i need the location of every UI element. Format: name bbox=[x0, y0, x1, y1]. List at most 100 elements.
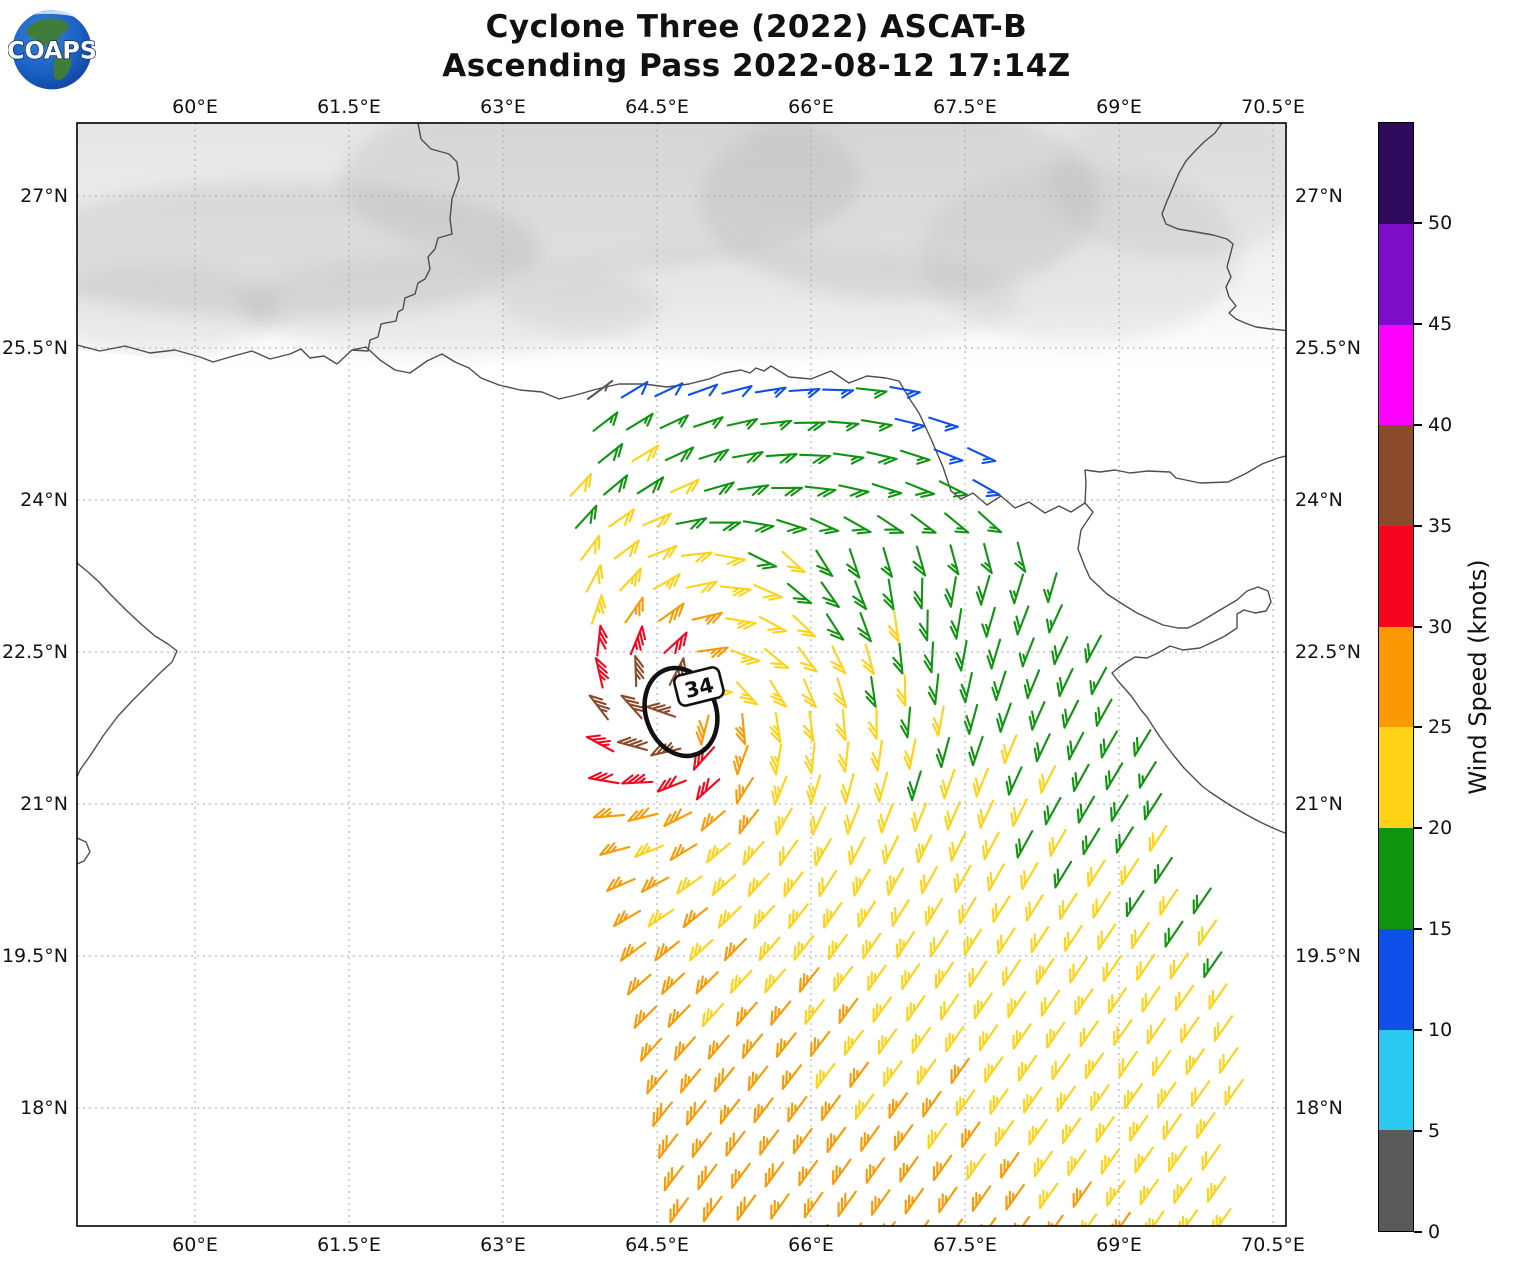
wind-barb bbox=[906, 770, 922, 802]
wind-barb bbox=[624, 596, 644, 624]
wind-barb bbox=[809, 517, 840, 535]
wind-barb bbox=[779, 839, 799, 867]
wind-barb bbox=[904, 1187, 925, 1215]
wind-barb bbox=[949, 608, 963, 640]
wind-barb bbox=[802, 710, 815, 743]
wind-barb bbox=[640, 1037, 663, 1062]
wind-barb bbox=[932, 1154, 953, 1182]
wind-barb bbox=[783, 871, 804, 898]
wind-barb bbox=[685, 1100, 707, 1126]
wind-barb bbox=[918, 609, 929, 642]
wind-barb bbox=[663, 808, 693, 828]
wind-barb bbox=[899, 449, 931, 465]
coastline-iran-pak-border bbox=[351, 123, 460, 352]
colorbar-segment-30-35 bbox=[1379, 525, 1413, 627]
wind-barb bbox=[860, 1125, 880, 1152]
colorbar-tick-label: 0 bbox=[1428, 1221, 1441, 1243]
wind-barb bbox=[717, 905, 742, 929]
wind-barb bbox=[858, 1222, 863, 1226]
wind-barb bbox=[1039, 1182, 1059, 1210]
wind-barb bbox=[776, 518, 808, 534]
wind-barb bbox=[1010, 798, 1028, 828]
wind-barb bbox=[775, 1032, 797, 1058]
wind-barb bbox=[786, 582, 813, 605]
wind-barb bbox=[654, 940, 680, 962]
wind-barb bbox=[1102, 955, 1122, 983]
wind-barb bbox=[801, 678, 817, 709]
wind-barb bbox=[1043, 796, 1062, 826]
wind-barb bbox=[1035, 957, 1055, 985]
lon-tick-label-top: 70.5°E bbox=[1241, 96, 1305, 118]
wind-barb bbox=[1072, 1181, 1092, 1208]
wind-barb bbox=[1094, 698, 1113, 727]
wind-barb bbox=[1028, 1118, 1048, 1146]
wind-barb bbox=[889, 385, 921, 399]
wind-barb bbox=[737, 484, 770, 496]
wind-barb bbox=[599, 842, 631, 856]
wind-barb bbox=[787, 1096, 808, 1123]
wind-barb bbox=[828, 933, 848, 961]
wind-barb bbox=[1162, 1113, 1182, 1141]
wind-barb bbox=[580, 534, 601, 561]
wind-barb bbox=[986, 863, 1005, 892]
wind-barb bbox=[634, 655, 645, 688]
wind-barb bbox=[594, 657, 610, 689]
wind-barb bbox=[1063, 924, 1083, 952]
wind-barb bbox=[738, 808, 760, 835]
wind-barb bbox=[981, 831, 1000, 861]
wind-barb bbox=[753, 1097, 774, 1124]
wind-barb bbox=[613, 909, 642, 928]
wind-barb bbox=[804, 485, 837, 498]
wind-barb bbox=[758, 615, 788, 634]
wind-barb bbox=[1168, 1145, 1188, 1173]
wind-barb bbox=[765, 453, 798, 464]
wind-barb bbox=[991, 895, 1011, 924]
wind-barb bbox=[923, 1219, 930, 1226]
wind-barb bbox=[901, 963, 921, 991]
wind-barb bbox=[1014, 541, 1027, 573]
wind-barb bbox=[896, 674, 907, 707]
wind-barb bbox=[915, 834, 933, 864]
wind-barb bbox=[977, 799, 995, 829]
wind-barb bbox=[1067, 1149, 1087, 1177]
wind-barb bbox=[1089, 666, 1108, 696]
wind-barb bbox=[1164, 920, 1184, 948]
lat-tick-label-right: 22.5°N bbox=[1295, 640, 1362, 663]
wind-barb bbox=[631, 444, 659, 463]
wind-barb bbox=[804, 742, 816, 775]
lon-tick-label-top: 61.5°E bbox=[317, 96, 381, 118]
wind-barb bbox=[1056, 1085, 1076, 1113]
wind-barb bbox=[868, 707, 878, 740]
wind-barb bbox=[1138, 761, 1157, 789]
wind-barb bbox=[860, 419, 893, 432]
wind-barb bbox=[1043, 572, 1058, 604]
wind-barb bbox=[882, 578, 895, 611]
wind-barb bbox=[922, 1090, 942, 1118]
wind-barb bbox=[911, 1026, 931, 1054]
wind-barb bbox=[696, 646, 729, 659]
colorbar-segment-5-10 bbox=[1379, 1029, 1413, 1131]
wind-barb bbox=[815, 1062, 836, 1089]
wind-barb bbox=[986, 638, 1002, 670]
wind-barb bbox=[713, 1066, 735, 1093]
wind-barb bbox=[1152, 1049, 1172, 1077]
wind-barb bbox=[973, 992, 993, 1020]
wind-barb bbox=[1212, 1207, 1232, 1226]
wind-barb bbox=[837, 741, 850, 773]
wind-barb bbox=[719, 585, 752, 597]
colorbar-tick bbox=[1414, 928, 1422, 931]
wind-barb bbox=[1178, 1209, 1199, 1226]
wind-barb bbox=[813, 838, 832, 867]
wind-barb bbox=[1145, 1210, 1165, 1226]
logo-cloud-swirl bbox=[34, 10, 79, 19]
wind-barb bbox=[928, 416, 959, 432]
wind-barb bbox=[843, 1029, 864, 1056]
wind-barb bbox=[725, 1130, 746, 1157]
wind-barb bbox=[1076, 795, 1096, 824]
wind-barb bbox=[940, 993, 960, 1021]
wind-barb bbox=[1208, 983, 1228, 1010]
logo-text: COAPS bbox=[8, 37, 96, 65]
colorbar-segment-25-30 bbox=[1379, 626, 1413, 728]
wind-barb bbox=[771, 775, 788, 806]
wind-barb bbox=[669, 843, 698, 861]
